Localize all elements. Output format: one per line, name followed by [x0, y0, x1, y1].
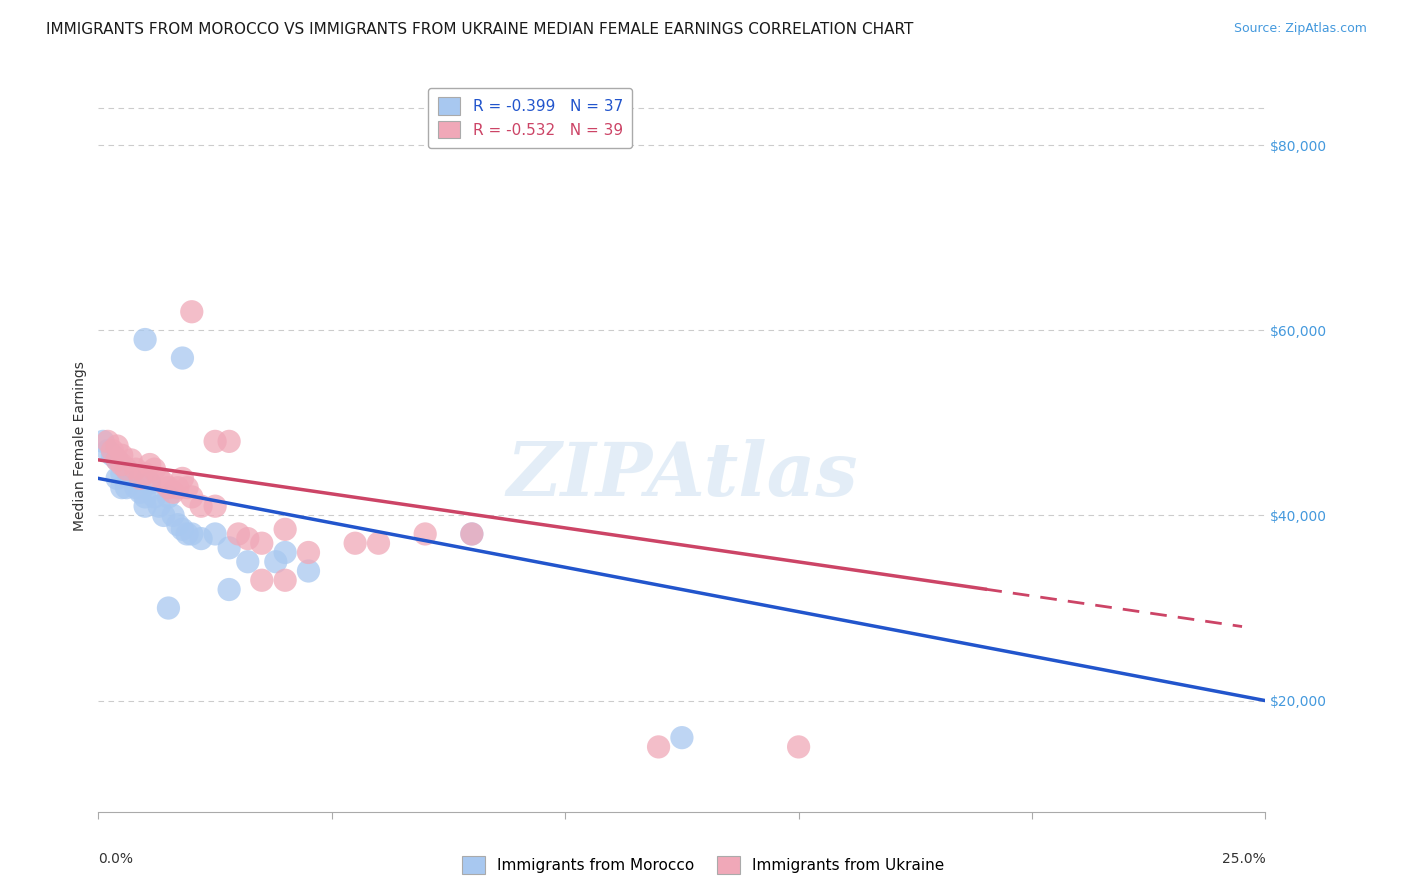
Point: [157, 490, 180, 504]
Point: [297, 545, 319, 559]
Point: [236, 555, 259, 569]
Point: [166, 517, 188, 532]
Point: [647, 739, 669, 754]
Point: [274, 574, 297, 588]
Point: [143, 490, 166, 504]
Point: [264, 555, 287, 569]
Point: [274, 545, 297, 559]
Point: [274, 522, 297, 536]
Point: [129, 485, 152, 500]
Point: [228, 527, 250, 541]
Point: [134, 499, 156, 513]
Point: [190, 532, 212, 546]
Point: [134, 467, 156, 481]
Y-axis label: Median Female Earnings: Median Female Earnings: [73, 361, 87, 531]
Point: [671, 731, 693, 745]
Text: Source: ZipAtlas.com: Source: ZipAtlas.com: [1233, 22, 1367, 36]
Point: [97, 434, 120, 449]
Point: [134, 333, 156, 347]
Point: [148, 499, 170, 513]
Point: [97, 443, 120, 458]
Point: [180, 304, 202, 318]
Point: [172, 351, 194, 365]
Point: [105, 453, 128, 467]
Point: [787, 739, 810, 754]
Text: IMMIGRANTS FROM MOROCCO VS IMMIGRANTS FROM UKRAINE MEDIAN FEMALE EARNINGS CORREL: IMMIGRANTS FROM MOROCCO VS IMMIGRANTS FR…: [46, 22, 914, 37]
Point: [157, 481, 180, 495]
Point: [111, 448, 134, 462]
Point: [129, 471, 152, 485]
Point: [105, 439, 128, 453]
Point: [152, 476, 174, 491]
Point: [413, 527, 436, 541]
Point: [157, 601, 180, 615]
Point: [105, 471, 128, 485]
Point: [461, 527, 484, 541]
Point: [111, 481, 134, 495]
Point: [91, 434, 114, 449]
Point: [461, 527, 484, 541]
Point: [172, 522, 194, 536]
Point: [166, 481, 188, 495]
Text: 25.0%: 25.0%: [1222, 852, 1265, 866]
Text: ZIPAtlas: ZIPAtlas: [506, 439, 858, 511]
Point: [218, 582, 240, 597]
Point: [115, 481, 138, 495]
Point: [148, 471, 170, 485]
Legend: Immigrants from Morocco, Immigrants from Ukraine: Immigrants from Morocco, Immigrants from…: [456, 850, 950, 880]
Point: [115, 462, 138, 476]
Point: [125, 481, 148, 495]
Point: [120, 471, 142, 485]
Point: [139, 458, 162, 472]
Point: [204, 527, 226, 541]
Point: [125, 462, 148, 476]
Point: [162, 508, 184, 523]
Point: [204, 434, 226, 449]
Point: [218, 541, 240, 555]
Point: [120, 453, 142, 467]
Point: [297, 564, 319, 578]
Point: [190, 499, 212, 513]
Point: [176, 527, 198, 541]
Point: [344, 536, 367, 550]
Point: [111, 458, 134, 472]
Point: [134, 490, 156, 504]
Point: [250, 536, 273, 550]
Legend: R = -0.399   N = 37, R = -0.532   N = 39: R = -0.399 N = 37, R = -0.532 N = 39: [429, 88, 633, 148]
Point: [204, 499, 226, 513]
Point: [115, 462, 138, 476]
Point: [250, 574, 273, 588]
Point: [180, 490, 202, 504]
Point: [139, 476, 162, 491]
Point: [176, 481, 198, 495]
Point: [105, 453, 128, 467]
Point: [162, 485, 184, 500]
Point: [101, 443, 124, 458]
Point: [101, 448, 124, 462]
Point: [218, 434, 240, 449]
Point: [172, 471, 194, 485]
Point: [143, 462, 166, 476]
Text: 0.0%: 0.0%: [98, 852, 134, 866]
Point: [111, 467, 134, 481]
Point: [180, 527, 202, 541]
Point: [236, 532, 259, 546]
Point: [152, 508, 174, 523]
Point: [367, 536, 389, 550]
